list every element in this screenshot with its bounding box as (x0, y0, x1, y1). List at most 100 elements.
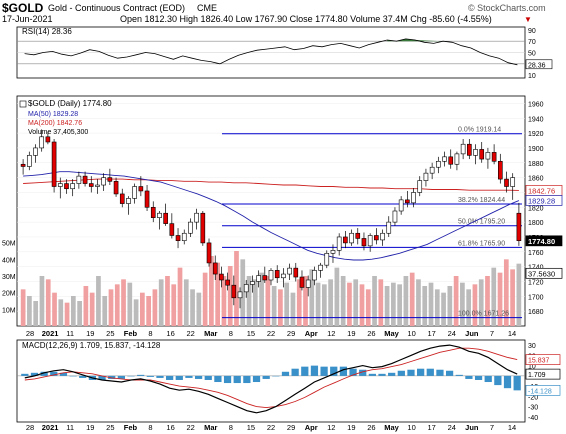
volume-bar (246, 276, 252, 326)
volume-bar (365, 289, 371, 326)
volume-bar (296, 279, 302, 326)
chart-symbol: $GOLD (2, 1, 44, 15)
ma50-line (23, 171, 520, 261)
volume-bar (215, 262, 221, 326)
chart-instrument-name: Gold - Continuous Contract (EOD) (48, 3, 185, 13)
volume-bar (397, 284, 402, 326)
volume-bar (33, 301, 39, 326)
candle-body (206, 242, 212, 264)
macd-histogram-bar (262, 375, 270, 379)
candle-body (64, 183, 69, 190)
candle-body (262, 275, 268, 281)
volume-tick-label: 40M (2, 257, 16, 264)
candle-body (423, 172, 429, 181)
candle-body (256, 275, 261, 282)
volume-bar (303, 276, 308, 326)
candle-body (281, 273, 286, 279)
candle-body (26, 155, 32, 167)
volume-bar (359, 284, 365, 326)
volume-bar (466, 289, 472, 326)
volume-bar (133, 299, 139, 326)
volume-bar (485, 276, 490, 326)
macd-histogram-bar (137, 374, 145, 376)
volume-bar (171, 284, 177, 326)
rsi-title: RSI(14) 28.36 (22, 27, 72, 36)
macd-histogram-bar (455, 374, 463, 376)
macd-histogram-bar (272, 375, 280, 377)
volume-bar (491, 267, 497, 326)
volume-bar (472, 284, 478, 326)
macd-histogram-bar (146, 375, 154, 377)
x-axis-label: 25 (106, 329, 114, 338)
rsi-tick-label: 90 (528, 28, 536, 35)
candle-body (485, 152, 491, 160)
fibonacci-label: 0.0% 1919.14 (458, 127, 501, 134)
candle-body (355, 232, 361, 239)
macd-histogram-bar (407, 369, 415, 376)
volume-bar (20, 289, 26, 326)
volume-bar (240, 259, 246, 326)
fibonacci-label: 100.0% 1671.26 (458, 311, 509, 318)
x-axis-label: 16 (166, 423, 174, 432)
x-axis-label: 8 (148, 329, 152, 338)
macd-histogram-bar (108, 375, 116, 379)
candle-body (138, 186, 144, 192)
x-axis-label: May (384, 329, 399, 338)
x-axis-label: 10 (407, 423, 415, 432)
volume-bar (234, 251, 239, 326)
macd-panel: MACD(12,26,9) 1.709, 15.837, -14.128 -40… (16, 339, 561, 423)
candle-body (318, 264, 323, 271)
x-axis-label: 19 (347, 423, 355, 432)
candle-body (312, 270, 317, 281)
volume-bar (70, 296, 76, 326)
volume-bar (321, 284, 327, 326)
volume-bar (422, 286, 428, 326)
candle-body (374, 235, 379, 241)
macd-histogram-bar (310, 365, 319, 376)
x-axis-label: Jun (465, 423, 479, 432)
rsi-panel: RSI(14) 28.36 1030507090 28.36 (16, 26, 553, 80)
x-axis-label: 7 (490, 423, 494, 432)
macd-histogram-bar (166, 375, 174, 380)
x-axis-label: 11 (66, 423, 74, 432)
volume-bar (183, 279, 189, 326)
x-axis-label: 25 (106, 423, 114, 432)
candle-body (45, 136, 51, 143)
macd-histogram-bar (417, 368, 425, 376)
macd-tick-label: -40 (528, 415, 538, 422)
x-axis-label: Feb (124, 329, 138, 338)
candle-body (510, 177, 516, 187)
macd-histogram-bar (117, 375, 125, 379)
x-axis-label: Mar (204, 423, 217, 432)
candle-body (132, 186, 137, 199)
candle-body (163, 212, 168, 224)
stockcharts-watermark: © StockCharts.com (468, 3, 546, 13)
candle-body (386, 221, 392, 234)
macd-histogram-bar (378, 373, 386, 376)
x-axis-label: 22 (267, 423, 275, 432)
candle-body (361, 238, 367, 247)
x-axis-label: Apr (305, 423, 318, 432)
macd-histogram-bar (223, 375, 232, 384)
price-tick-label: 1720 (528, 279, 544, 286)
candle-body (200, 212, 206, 244)
macd-histogram-bar (127, 375, 135, 377)
candle-body (497, 160, 503, 180)
candle-body (194, 212, 199, 223)
fibonacci-label: 38.2% 1824.44 (458, 197, 505, 204)
price-tick-label: 1820 (528, 205, 544, 212)
macd-histogram-bar (194, 375, 203, 379)
volume-bar (403, 276, 409, 326)
change-down-icon: ▼ (524, 15, 532, 24)
macd-histogram-bar (330, 366, 338, 376)
volume-bar (209, 256, 214, 326)
price-tick-label: 1880 (528, 161, 544, 168)
candle-body (119, 193, 125, 204)
x-axis-label: 26 (367, 329, 375, 338)
candle-body (293, 267, 299, 278)
x-axis-label: 24 (448, 423, 456, 432)
macd-tag-box (525, 368, 561, 380)
volume-bar (196, 292, 202, 326)
x-axis-label: 22 (186, 423, 194, 432)
x-axis-label: 15 (247, 329, 255, 338)
